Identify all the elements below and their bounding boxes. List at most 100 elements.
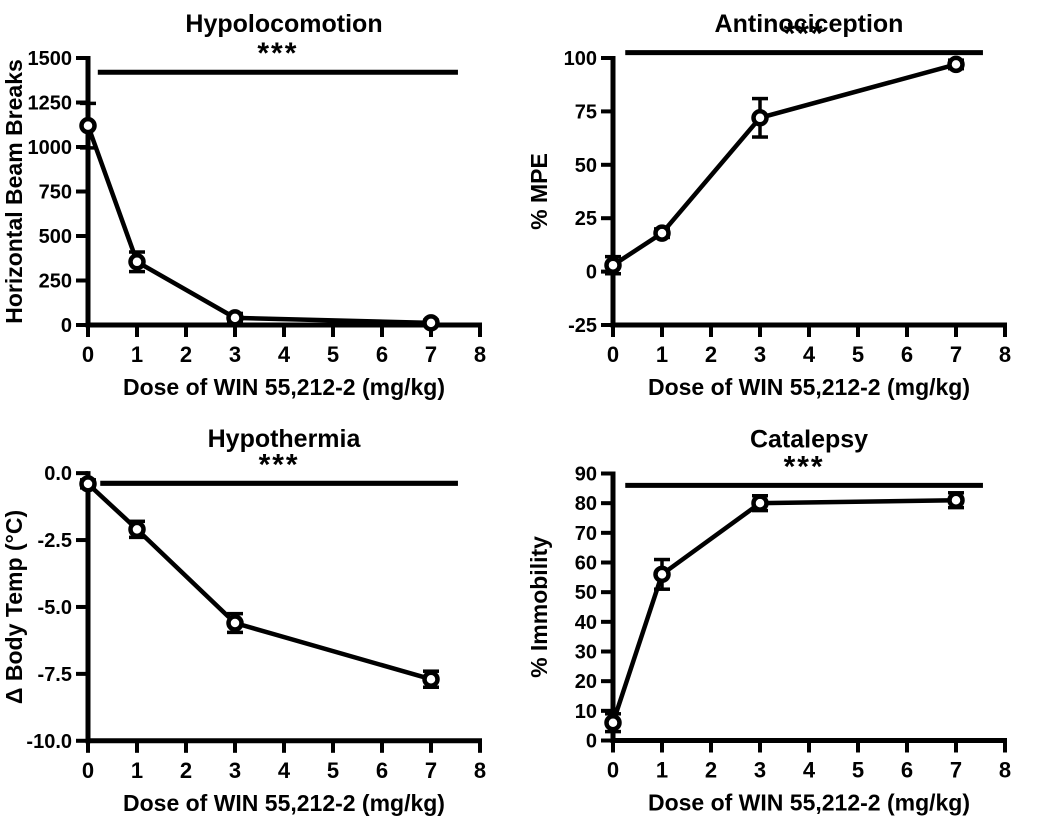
x-tick-label: 2 xyxy=(705,342,717,367)
y-tick-label: 30 xyxy=(575,642,597,664)
data-point-marker xyxy=(226,309,244,327)
y-tick-label: 80 xyxy=(575,493,597,515)
x-tick-label: 3 xyxy=(754,758,766,783)
significance-stars: *** xyxy=(257,37,298,70)
y-tick-label: 500 xyxy=(39,226,72,248)
y-axis-label: Horizontal Beam Breaks xyxy=(1,59,27,324)
x-tick-label: 3 xyxy=(229,758,241,783)
chart-title: Hypothermia xyxy=(208,425,362,453)
hypolocomotion-chart: Hypolocomotion*** 0 250 500 750 1000 1250 1500 0… xyxy=(1,10,486,400)
significance-stars: *** xyxy=(784,18,825,51)
y-tick-label: 250 xyxy=(39,271,72,293)
x-tick-label: 7 xyxy=(425,342,437,367)
y-tick-label: 0.0 xyxy=(44,463,72,485)
x-axis-label: Dose of WIN 55,212-2 (mg/kg) xyxy=(648,374,970,400)
x-tick-label: 1 xyxy=(131,758,143,783)
x-tick-label: 2 xyxy=(180,342,192,367)
y-tick-label: -7.5 xyxy=(38,664,72,686)
data-point-marker xyxy=(128,253,146,271)
x-tick-label: 1 xyxy=(131,342,143,367)
hypothermia-chart: Hypothermia*** -10.0 -7.5 -5.0 -2.5 0.0 0 1 2 3 4 5… xyxy=(1,425,486,816)
data-point-marker xyxy=(604,713,622,732)
y-tick-label: -25 xyxy=(568,315,597,337)
y-tick-label: 750 xyxy=(39,182,72,204)
panel-hypolocomotion: Hypolocomotion *** 0 250 500 750 1000 1250 1500 0… xyxy=(0,0,525,415)
x-tick-label: 5 xyxy=(852,758,864,783)
y-tick-label: 20 xyxy=(575,671,597,693)
catalepsy-chart: Catalepsy*** 0 10 20 30 40 50 60 70 80 90 0 1 2 3 4 5 6 7 8… xyxy=(526,426,1011,816)
x-tick-label: 6 xyxy=(901,342,913,367)
x-tick-label: 1 xyxy=(656,758,668,783)
x-tick-label: 6 xyxy=(901,758,913,783)
x-tick-label: 0 xyxy=(82,758,94,783)
x-tick-label: 0 xyxy=(607,342,619,367)
data-point-marker xyxy=(604,256,622,274)
x-tick-label: 2 xyxy=(180,758,192,783)
y-tick-label: 50 xyxy=(575,155,597,177)
y-tick-label: 75 xyxy=(575,101,597,123)
x-tick-label: 2 xyxy=(705,758,717,783)
y-tick-label: 0 xyxy=(586,262,597,284)
data-point-marker xyxy=(226,614,244,632)
x-tick-label: 7 xyxy=(950,342,962,367)
panel-catalepsy: Catalepsy *** 0 10 20 30 40 50 60 70 80 90 0 1 2 3 4 5 6 7 8… xyxy=(525,415,1050,831)
y-tick-label: -10.0 xyxy=(26,731,72,753)
y-axis-label: % Immobility xyxy=(526,536,552,678)
y-axis-label: Δ Body Temp (°C) xyxy=(1,510,27,704)
x-tick-label: 8 xyxy=(474,342,486,367)
x-tick-label: 5 xyxy=(852,342,864,367)
y-tick-label: 1000 xyxy=(28,137,73,159)
data-point-marker xyxy=(653,224,671,242)
x-tick-label: 8 xyxy=(474,758,486,783)
data-point-marker xyxy=(751,109,769,127)
data-point-marker xyxy=(751,494,769,512)
data-point-marker xyxy=(947,55,965,74)
data-point-marker xyxy=(947,491,965,509)
x-tick-label: 4 xyxy=(278,758,291,783)
x-tick-label: 8 xyxy=(999,342,1011,367)
data-point-marker xyxy=(79,475,97,493)
y-tick-label: 25 xyxy=(575,208,597,230)
x-tick-label: 4 xyxy=(803,758,816,783)
y-tick-label: 100 xyxy=(564,48,597,70)
chart-title: Catalepsy xyxy=(750,426,868,454)
data-line xyxy=(611,62,957,268)
x-tick-label: 7 xyxy=(950,758,962,783)
x-tick-label: 4 xyxy=(803,342,816,367)
y-tick-label: 40 xyxy=(575,612,597,634)
data-line xyxy=(610,497,957,724)
x-axis-label: Dose of WIN 55,212-2 (mg/kg) xyxy=(123,790,445,816)
data-point-marker xyxy=(422,314,440,332)
x-axis-label: Dose of WIN 55,212-2 (mg/kg) xyxy=(123,374,445,400)
y-tick-label: 50 xyxy=(575,582,597,604)
data-point-marker xyxy=(653,565,671,584)
chart-title: Hypolocomotion xyxy=(185,10,382,38)
chart-title: Antinociception xyxy=(715,10,904,38)
x-tick-label: 4 xyxy=(278,342,291,367)
y-tick-label: -5.0 xyxy=(38,597,72,619)
data-point-marker xyxy=(128,520,146,539)
x-tick-label: 0 xyxy=(607,758,619,783)
x-tick-label: 0 xyxy=(82,342,94,367)
y-tick-label: 0 xyxy=(61,315,72,337)
y-tick-label: 10 xyxy=(575,701,597,723)
y-axis-label: % MPE xyxy=(526,153,552,230)
antinociception-chart: Antinociception*** -25 0 25 50 75 100 0 1 2 3 4 5 6 7 8… xyxy=(526,10,1011,400)
y-tick-label: 60 xyxy=(575,553,597,575)
x-tick-label: 5 xyxy=(327,342,339,367)
x-tick-label: 3 xyxy=(754,342,766,367)
significance-stars: *** xyxy=(784,450,825,483)
y-tick-label: 0 xyxy=(586,731,597,753)
x-tick-label: 8 xyxy=(999,758,1011,783)
y-tick-label: 70 xyxy=(575,523,597,545)
x-tick-label: 5 xyxy=(327,758,339,783)
data-point-marker xyxy=(422,670,440,688)
y-tick-label: 90 xyxy=(575,464,597,486)
y-tick-label: -2.5 xyxy=(38,530,72,552)
y-tick-label: 1500 xyxy=(28,48,73,70)
panel-antinociception: Antinociception *** -25 0 25 50 75 100 0 1 2 3 4 5 6 7 8… xyxy=(525,0,1050,415)
x-tick-label: 6 xyxy=(376,342,388,367)
data-line xyxy=(85,124,432,326)
x-tick-label: 3 xyxy=(229,342,241,367)
